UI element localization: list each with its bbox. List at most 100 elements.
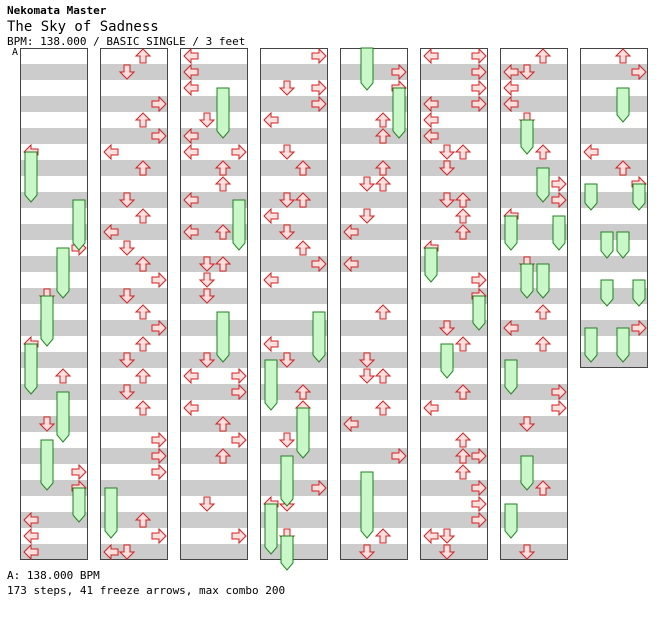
arrow-right <box>311 79 327 97</box>
beat-stripe <box>20 64 88 80</box>
beat-stripe <box>340 240 408 256</box>
beat-stripe <box>180 96 248 112</box>
arrow-left <box>263 111 279 129</box>
arrow-up <box>454 144 472 160</box>
beat-stripe <box>100 160 168 176</box>
freeze-arrow <box>104 487 118 539</box>
arrow-right <box>471 63 487 81</box>
freeze-arrow <box>472 295 486 331</box>
beat-stripe <box>20 464 88 480</box>
arrow-up <box>134 368 152 384</box>
beat-stripe <box>420 512 488 528</box>
beat-stripe <box>340 448 408 464</box>
arrow-up <box>534 480 552 496</box>
arrow-right <box>471 95 487 113</box>
beat-stripe <box>20 240 88 256</box>
beat-stripe <box>500 80 568 96</box>
beat-stripe <box>180 64 248 80</box>
beat-stripe <box>340 112 408 128</box>
arrow-up <box>454 208 472 224</box>
beat-stripe <box>20 128 88 144</box>
freeze-arrow <box>600 231 614 259</box>
beat-stripe <box>180 320 248 336</box>
beat-stripe <box>180 464 248 480</box>
step-stats: 173 steps, 41 freeze arrows, max combo 2… <box>7 584 286 597</box>
beat-stripe <box>420 496 488 512</box>
beat-stripe <box>580 48 648 64</box>
beat-stripe <box>420 368 488 384</box>
beat-stripe <box>340 416 408 432</box>
beat-stripe <box>260 112 328 128</box>
beat-stripe <box>340 320 408 336</box>
arrow-up <box>134 112 152 128</box>
beat-stripe <box>20 256 88 272</box>
freeze-arrow <box>280 535 294 571</box>
beat-stripe <box>420 224 488 240</box>
beat-stripe <box>580 208 648 224</box>
beat-stripe <box>20 192 88 208</box>
chart-column <box>100 48 168 560</box>
arrow-right <box>151 463 167 481</box>
beat-stripe <box>260 272 328 288</box>
beat-stripe <box>20 48 88 64</box>
arrow-up <box>374 528 392 544</box>
arrow-left <box>503 79 519 97</box>
arrow-down <box>278 144 296 160</box>
beat-stripe <box>260 400 328 416</box>
beat-stripe <box>500 192 568 208</box>
song-title: The Sky of Sadness <box>7 19 159 35</box>
arrow-left <box>183 367 199 385</box>
beat-stripe <box>260 96 328 112</box>
beat-stripe <box>20 112 88 128</box>
beat-stripe <box>420 176 488 192</box>
beat-stripe <box>260 544 328 560</box>
beat-stripe <box>20 224 88 240</box>
beat-stripe <box>180 144 248 160</box>
freeze-arrow <box>360 47 374 91</box>
arrow-left <box>503 63 519 81</box>
arrow-up <box>214 224 232 240</box>
beat-stripe <box>20 320 88 336</box>
arrow-right <box>631 63 647 81</box>
beat-stripe <box>180 336 248 352</box>
beat-stripe <box>180 128 248 144</box>
beat-stripe <box>260 464 328 480</box>
beat-stripe <box>180 224 248 240</box>
beat-stripe <box>180 512 248 528</box>
beat-stripe <box>500 528 568 544</box>
beat-stripe <box>260 176 328 192</box>
beat-stripe <box>100 464 168 480</box>
freeze-arrow <box>504 503 518 539</box>
freeze-arrow <box>312 311 326 363</box>
arrow-down <box>278 192 296 208</box>
beat-stripe <box>180 80 248 96</box>
arrow-up <box>534 336 552 352</box>
freeze-arrow <box>616 87 630 123</box>
beat-stripe <box>340 96 408 112</box>
beat-stripe <box>100 256 168 272</box>
arrow-up <box>454 224 472 240</box>
beat-stripe <box>340 336 408 352</box>
freeze-arrow <box>504 215 518 251</box>
beat-stripe <box>580 272 648 288</box>
freeze-arrow <box>552 215 566 251</box>
arrow-right <box>151 127 167 145</box>
freeze-arrow <box>520 119 534 155</box>
beat-stripe <box>340 400 408 416</box>
arrow-up <box>614 160 632 176</box>
arrow-up <box>214 256 232 272</box>
arrow-right <box>231 367 247 385</box>
beat-stripe <box>260 48 328 64</box>
arrow-down <box>358 208 376 224</box>
beat-stripe <box>260 64 328 80</box>
freeze-arrow <box>600 279 614 307</box>
arrow-left <box>583 143 599 161</box>
arrow-up <box>134 256 152 272</box>
beat-stripe <box>580 96 648 112</box>
beat-stripe <box>100 224 168 240</box>
arrow-up <box>134 160 152 176</box>
arrow-right <box>471 511 487 529</box>
freeze-arrow <box>216 87 230 139</box>
chart-column <box>20 48 88 560</box>
bpm-marker: A <box>12 47 19 58</box>
